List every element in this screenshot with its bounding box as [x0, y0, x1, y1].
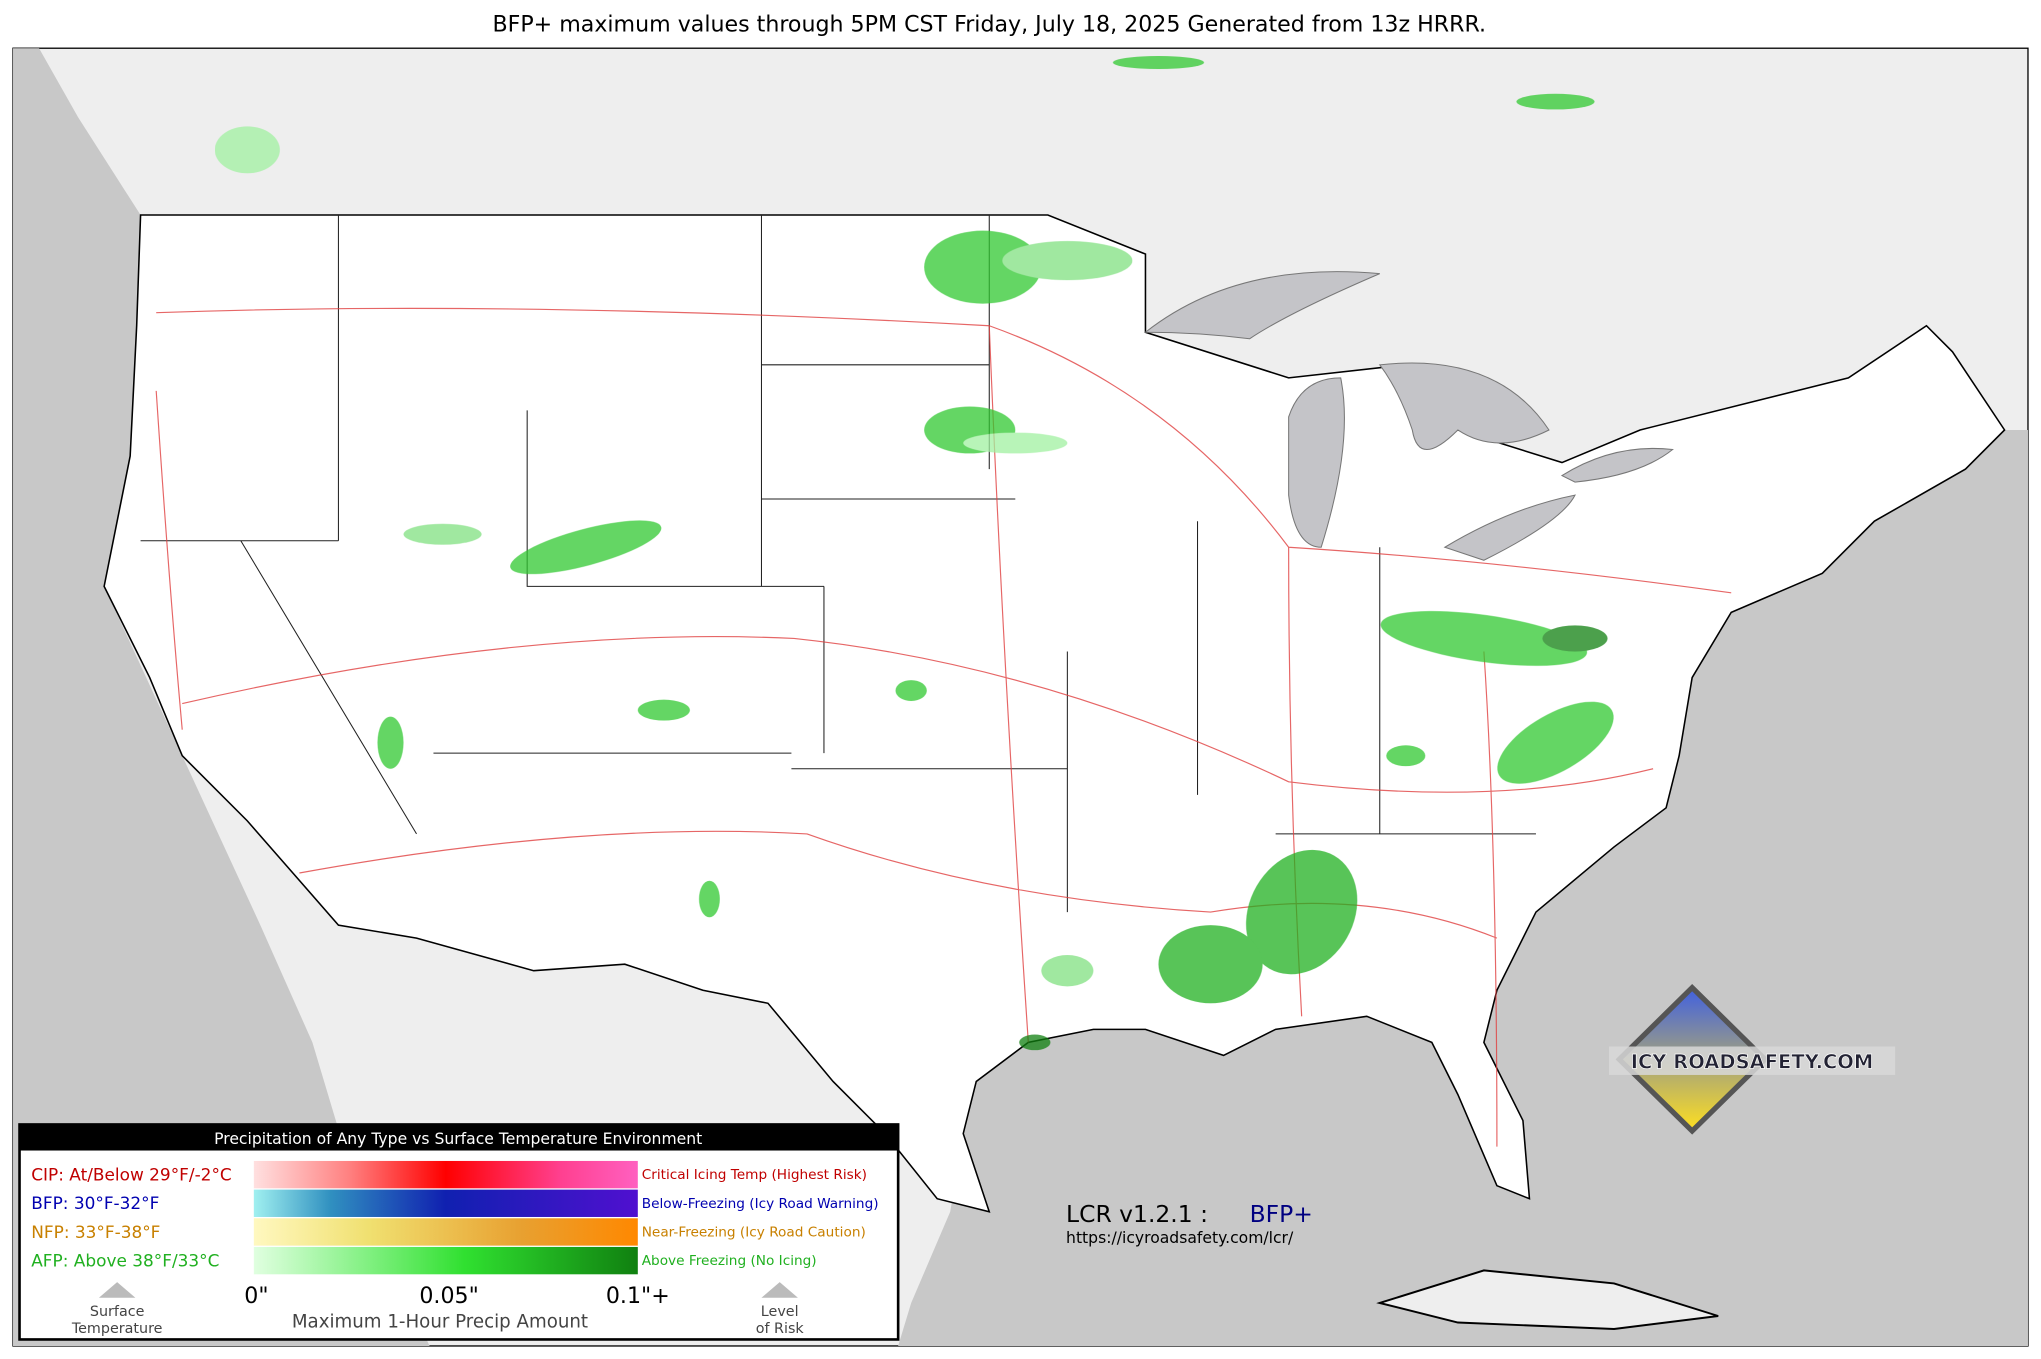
logo-text: ICY ROADSAFETY.COM	[1631, 1050, 1874, 1073]
legend-label: AFP: Above 38°F/33°C	[31, 1250, 219, 1270]
legend-label: BFP: 30°F-32°F	[31, 1193, 159, 1213]
legend-description: Critical Icing Temp (Highest Risk)	[642, 1167, 867, 1183]
map-title: BFP+ maximum values through 5PM CST Frid…	[492, 11, 1486, 37]
version-label: LCR v1.2.1 :	[1066, 1200, 1208, 1228]
right-caption: Level	[761, 1304, 799, 1320]
scale-label: 0"	[244, 1283, 268, 1309]
version-url: https://icyroadsafety.com/lcr/	[1066, 1229, 1294, 1247]
legend-swatch	[253, 1160, 638, 1189]
version-product: BFP+	[1250, 1200, 1313, 1228]
scale-title: Maximum 1-Hour Precip Amount	[292, 1312, 588, 1333]
legend-description: Below-Freezing (Icy Road Warning)	[642, 1196, 879, 1212]
legend-label: NFP: 33°F-38°F	[31, 1222, 160, 1242]
legend-label: CIP: At/Below 29°F/-2°C	[31, 1164, 231, 1184]
right-caption: of Risk	[756, 1321, 805, 1337]
logo: ICY ROADSAFETY.COM	[1608, 984, 1896, 1135]
legend-description: Above Freezing (No Icing)	[642, 1253, 817, 1269]
legend: Precipitation of Any Type vs Surface Tem…	[18, 1123, 900, 1341]
caption-arrow	[98, 1282, 136, 1298]
caption-arrow	[761, 1282, 798, 1298]
legend-description: Near-Freezing (Icy Road Caution)	[642, 1225, 866, 1241]
scale-label: 0.05"	[419, 1283, 478, 1309]
left-caption: Surface	[90, 1304, 145, 1320]
left-caption: Temperature	[71, 1321, 163, 1337]
legend-title: Precipitation of Any Type vs Surface Tem…	[214, 1130, 702, 1148]
scale-label: 0.1"+	[606, 1283, 670, 1309]
legend-swatch	[253, 1189, 638, 1217]
legend-swatch	[253, 1218, 638, 1246]
legend-swatch	[253, 1246, 638, 1275]
